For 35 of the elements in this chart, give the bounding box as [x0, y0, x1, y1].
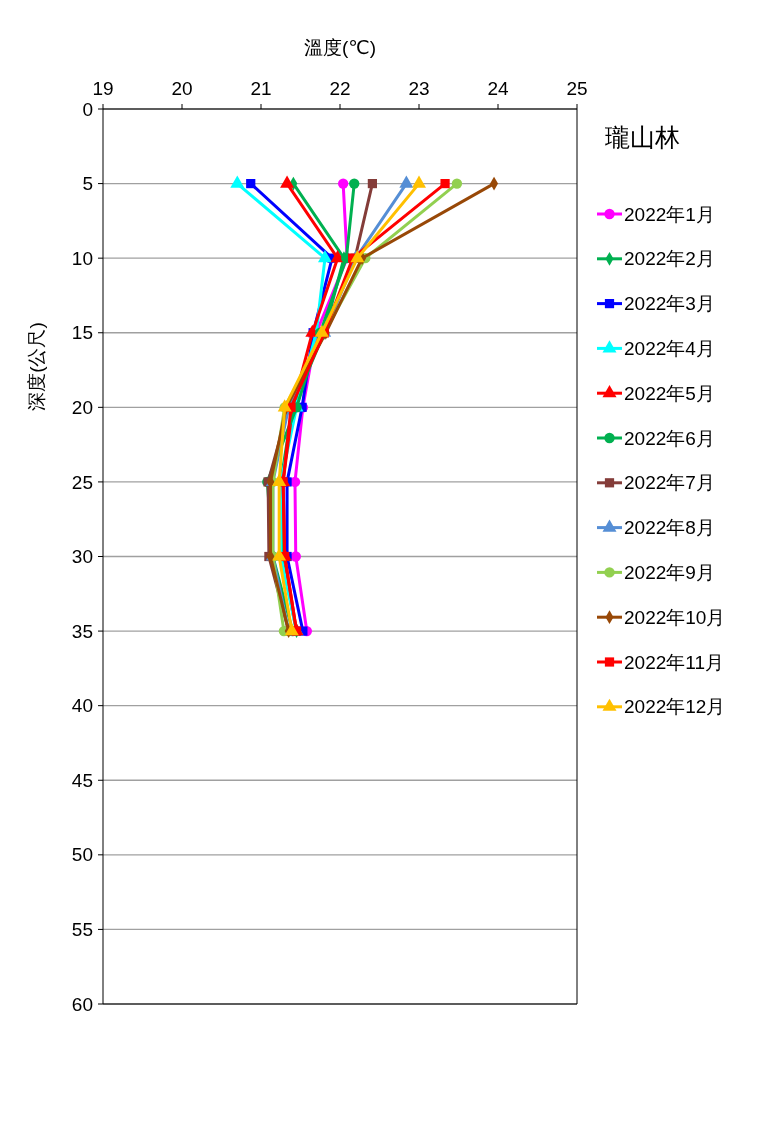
- y-tick-label: 25: [71, 471, 93, 493]
- y-tick-label: 15: [71, 322, 93, 344]
- x-axis-title: 溫度(℃): [304, 37, 376, 58]
- legend-label: 2022年7月: [624, 472, 715, 494]
- y-tick-label: 60: [71, 993, 93, 1015]
- legend-label: 2022年12月: [624, 696, 726, 718]
- x-tick-label: 23: [408, 78, 430, 99]
- x-tick-label: 21: [250, 78, 272, 99]
- y-tick-label: 45: [71, 769, 93, 791]
- y-tick-label: 5: [82, 173, 93, 195]
- legend-title: 瓏山林: [605, 123, 680, 152]
- legend-label: 2022年2月: [624, 248, 715, 270]
- legend-label: 2022年9月: [624, 562, 715, 584]
- y-tick-label: 35: [71, 620, 93, 642]
- x-tick-label: 20: [171, 78, 193, 99]
- legend-label: 2022年3月: [624, 293, 715, 315]
- legend-label: 2022年8月: [624, 517, 715, 539]
- legend-label: 2022年6月: [624, 427, 715, 449]
- legend-label: 2022年5月: [624, 382, 715, 404]
- y-tick-label: 20: [71, 396, 93, 418]
- legend-label: 2022年1月: [624, 203, 715, 225]
- y-tick-label: 0: [82, 98, 93, 120]
- x-tick-label: 24: [487, 78, 509, 99]
- y-tick-label: 10: [71, 247, 93, 269]
- y-tick-label: 40: [71, 695, 93, 717]
- y-tick-label: 30: [71, 546, 93, 568]
- y-axis-title: 深度(公尺): [26, 322, 47, 411]
- y-tick-label: 50: [71, 844, 93, 866]
- legend-label: 2022年10月: [624, 606, 726, 628]
- x-tick-label: 25: [566, 78, 588, 99]
- legend-label: 2022年11月: [624, 651, 724, 673]
- x-tick-label: 19: [92, 78, 114, 99]
- y-tick-label: 55: [71, 919, 93, 941]
- x-tick-label: 22: [329, 78, 351, 99]
- legend-label: 2022年4月: [624, 338, 715, 360]
